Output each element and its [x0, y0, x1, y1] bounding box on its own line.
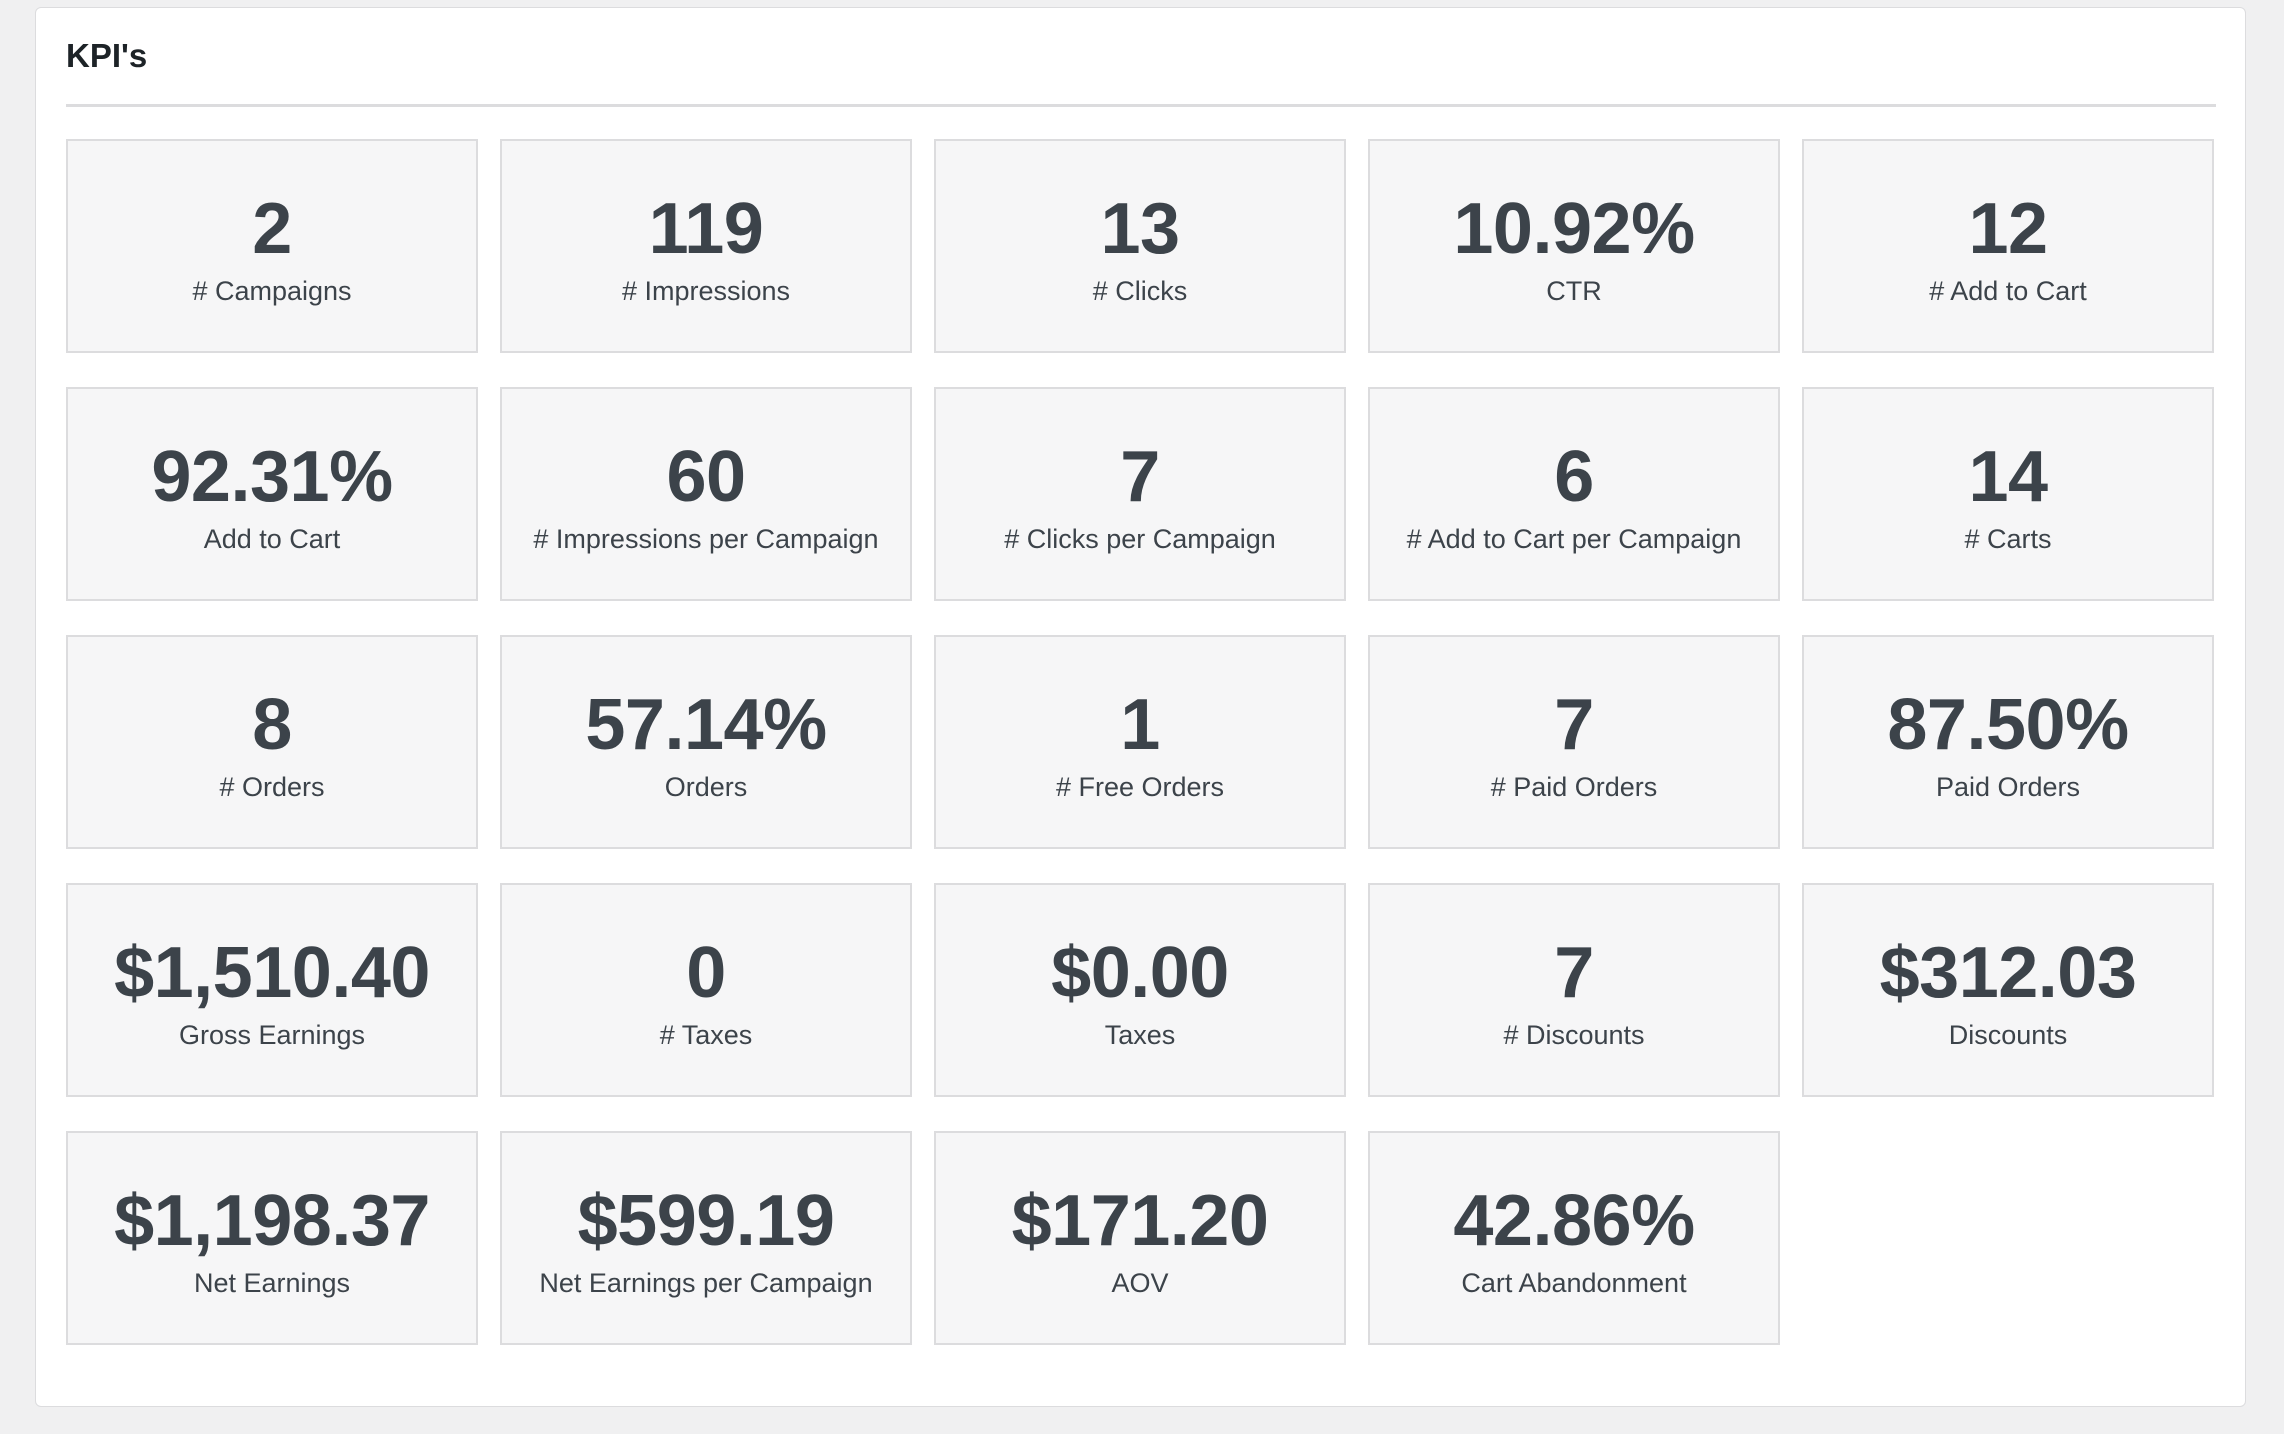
kpi-value: 8 — [252, 685, 292, 765]
kpi-card: 87.50% Paid Orders — [1802, 635, 2214, 849]
kpi-value: 6 — [1554, 437, 1594, 517]
kpi-value: 1 — [1120, 685, 1160, 765]
kpi-value: 87.50% — [1887, 685, 2129, 765]
kpi-value: 57.14% — [585, 685, 827, 765]
kpi-value: $312.03 — [1879, 933, 2137, 1013]
kpi-value: 60 — [666, 437, 746, 517]
kpi-card: $1,510.40 Gross Earnings — [66, 883, 478, 1097]
kpi-label: # Orders — [219, 772, 325, 802]
kpi-card: 92.31% Add to Cart — [66, 387, 478, 601]
kpi-card: 0 # Taxes — [500, 883, 912, 1097]
kpi-label: Taxes — [1104, 1020, 1176, 1050]
kpi-card: 1 # Free Orders — [934, 635, 1346, 849]
kpi-label: # Campaigns — [192, 276, 352, 306]
title-divider — [66, 104, 2216, 107]
kpi-label: # Add to Cart — [1929, 276, 2087, 306]
kpi-card: $312.03 Discounts — [1802, 883, 2214, 1097]
kpi-card: 7 # Discounts — [1368, 883, 1780, 1097]
kpi-label: # Impressions — [621, 276, 791, 306]
kpi-label: Orders — [664, 772, 748, 802]
kpi-card: 7 # Paid Orders — [1368, 635, 1780, 849]
kpi-label: # Free Orders — [1055, 772, 1225, 802]
kpi-label: # Taxes — [659, 1020, 753, 1050]
kpi-label: # Add to Cart per Campaign — [1406, 524, 1742, 554]
kpi-card: 119 # Impressions — [500, 139, 912, 353]
kpi-value: 92.31% — [151, 437, 393, 517]
kpi-value: $0.00 — [1051, 933, 1229, 1013]
kpi-label: # Carts — [1964, 524, 2052, 554]
kpi-label: AOV — [1111, 1268, 1169, 1298]
kpi-value: 14 — [1968, 437, 2048, 517]
kpi-card: $599.19 Net Earnings per Campaign — [500, 1131, 912, 1345]
kpi-label: Net Earnings — [193, 1268, 351, 1298]
kpi-card: 2 # Campaigns — [66, 139, 478, 353]
kpi-value: 7 — [1554, 933, 1594, 1013]
kpi-card: 57.14% Orders — [500, 635, 912, 849]
kpi-label: CTR — [1546, 276, 1602, 306]
kpi-label: # Clicks — [1092, 276, 1188, 306]
kpi-card: $0.00 Taxes — [934, 883, 1346, 1097]
kpi-card: 42.86% Cart Abandonment — [1368, 1131, 1780, 1345]
kpi-label: Paid Orders — [1935, 772, 2081, 802]
kpi-value: 0 — [686, 933, 726, 1013]
kpi-value: 7 — [1554, 685, 1594, 765]
kpi-label: # Impressions per Campaign — [533, 524, 879, 554]
kpi-value: 10.92% — [1453, 189, 1695, 269]
kpi-grid: 2 # Campaigns 119 # Impressions 13 # Clicks 10… — [66, 139, 2216, 1345]
panel-title: KPI's — [66, 37, 148, 74]
kpi-label: # Clicks per Campaign — [1004, 524, 1276, 554]
kpi-value: 7 — [1120, 437, 1160, 517]
kpi-card: 10.92% CTR — [1368, 139, 1780, 353]
kpi-label: Cart Abandonment — [1461, 1268, 1687, 1298]
kpi-value: 13 — [1100, 189, 1180, 269]
kpi-value: $599.19 — [577, 1181, 835, 1261]
kpi-card: 60 # Impressions per Campaign — [500, 387, 912, 601]
kpi-label: # Discounts — [1503, 1020, 1645, 1050]
kpi-label: Add to Cart — [203, 524, 341, 554]
kpi-value: $1,510.40 — [114, 933, 430, 1013]
kpi-card: $1,198.37 Net Earnings — [66, 1131, 478, 1345]
kpi-value: 2 — [252, 189, 292, 269]
kpi-label: Discounts — [1948, 1020, 2068, 1050]
kpi-card: $171.20 AOV — [934, 1131, 1346, 1345]
kpi-label: Net Earnings per Campaign — [539, 1268, 873, 1298]
kpi-label: # Paid Orders — [1490, 772, 1658, 802]
kpi-card: 14 # Carts — [1802, 387, 2214, 601]
kpi-value: $171.20 — [1011, 1181, 1269, 1261]
kpi-panel: KPI's 2 # Campaigns 119 # Impressions 13 # Cl… — [35, 7, 2246, 1407]
kpi-label: Gross Earnings — [178, 1020, 366, 1050]
kpi-value: 12 — [1968, 189, 2048, 269]
kpi-card: 12 # Add to Cart — [1802, 139, 2214, 353]
kpi-value: 42.86% — [1453, 1181, 1695, 1261]
kpi-value: 119 — [648, 189, 764, 269]
kpi-card: 8 # Orders — [66, 635, 478, 849]
kpi-value: $1,198.37 — [114, 1181, 430, 1261]
kpi-card: 7 # Clicks per Campaign — [934, 387, 1346, 601]
kpi-card: 13 # Clicks — [934, 139, 1346, 353]
kpi-card: 6 # Add to Cart per Campaign — [1368, 387, 1780, 601]
